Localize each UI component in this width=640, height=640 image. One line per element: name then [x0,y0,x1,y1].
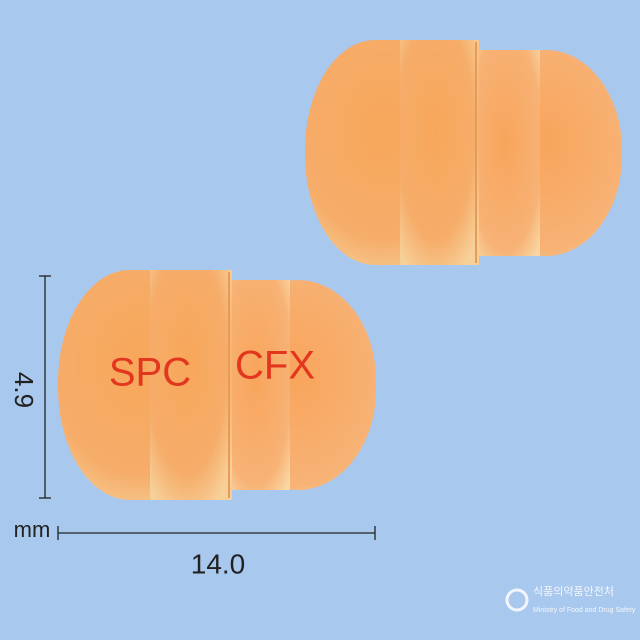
imprint: SPC [109,351,191,395]
capsule-cap [150,270,232,500]
height-label: 4.9 [9,372,39,408]
unit-label: mm [14,517,51,542]
capsule-back [305,40,622,265]
imprint: CFX [235,344,315,388]
capsule-body [470,50,540,256]
capsule-cap [400,40,479,265]
watermark-logo [505,588,529,612]
length-label: 14.0 [191,548,246,579]
capsule-front: SPC CFX [58,270,376,500]
dimension-lines [39,275,376,540]
watermark: 식품의약품안전처 Ministry of Food and Drug Safet… [505,584,636,614]
watermark-english: Ministry of Food and Drug Safety [533,607,636,614]
watermark-korean: 식품의약품안전처 [533,584,614,598]
